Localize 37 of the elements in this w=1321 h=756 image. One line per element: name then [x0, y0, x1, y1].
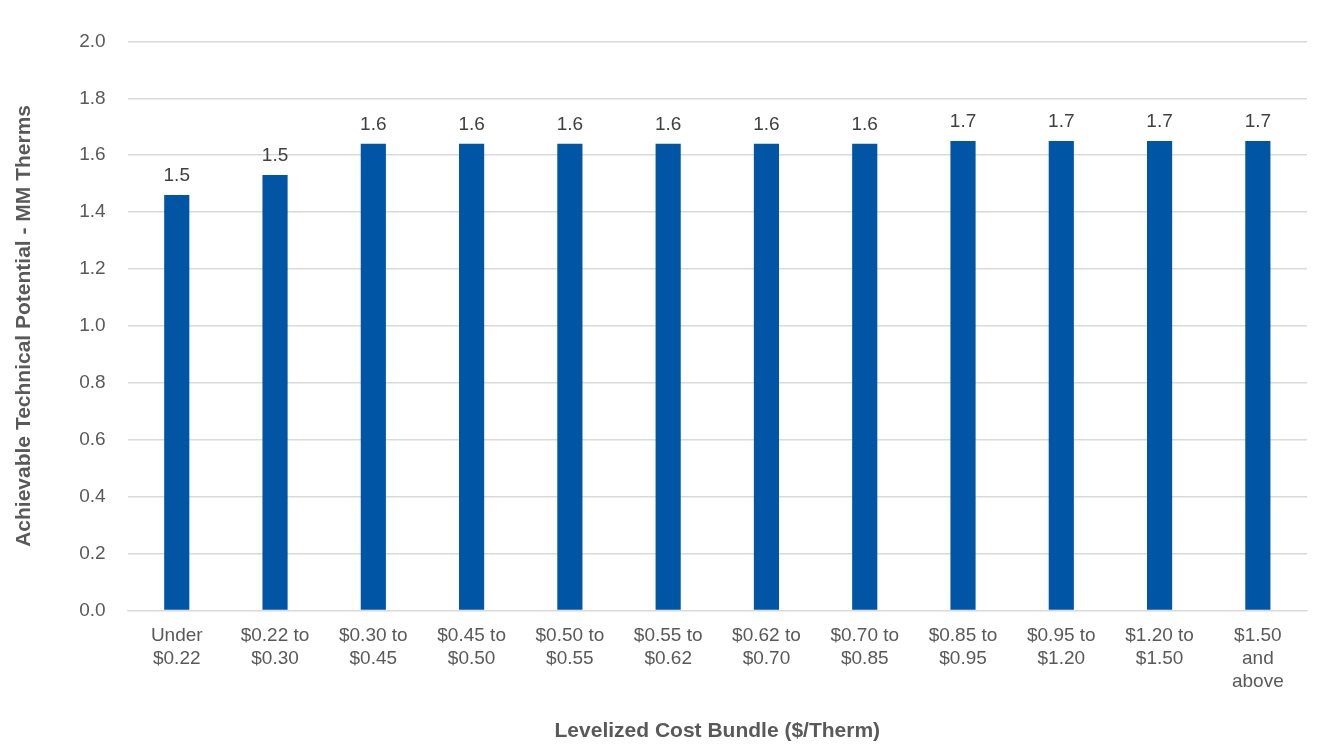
y-tick-label: 0.4 [79, 484, 107, 506]
x-tick-label: $0.30 to $0.45 [338, 624, 408, 668]
x-tick-label: $0.95 to $1.20 [1026, 624, 1096, 668]
data-label: 1.6 [753, 112, 780, 134]
y-tick-label: 0.2 [79, 541, 106, 563]
x-tick-label: $0.85 to $0.95 [928, 624, 998, 668]
y-tick-label: 1.2 [79, 257, 106, 279]
data-label: 1.7 [1244, 109, 1272, 131]
y-tick-label: 1.6 [79, 143, 106, 165]
x-tick-label: $0.50 to $0.55 [535, 624, 605, 668]
y-tick-label: 0.6 [79, 427, 106, 449]
x-tick-label: $0.70 to $0.85 [830, 624, 900, 668]
y-tick-label: 1.0 [79, 314, 106, 336]
data-label: 1.7 [1048, 109, 1075, 131]
data-label: 1.6 [458, 112, 485, 134]
x-tick-label: $0.62 to $0.70 [732, 624, 801, 668]
data-label: 1.5 [163, 163, 190, 185]
x-tick-label: $1.20 to $1.50 [1125, 624, 1194, 668]
y-tick-label: 0.0 [79, 598, 106, 620]
y-axis-title: Achievable Technical Potential - MM Therms [11, 104, 35, 547]
data-label: 1.6 [851, 112, 878, 134]
data-label: 1.6 [654, 112, 682, 134]
data-label: 1.5 [261, 143, 289, 165]
x-tick-label: $0.45 to $0.50 [437, 624, 506, 668]
x-tick-label: $1.50 and above [1231, 624, 1284, 691]
x-axis-title: Levelized Cost Bundle ($/Therm) [554, 718, 881, 742]
x-tick-label: $0.22 to $0.30 [240, 624, 310, 668]
data-label: 1.6 [556, 112, 584, 134]
y-tick-label: 2.0 [79, 29, 106, 51]
y-tick-label: 1.8 [79, 86, 106, 108]
data-label: 1.6 [360, 112, 387, 134]
x-tick-label: $0.55 to $0.62 [633, 624, 703, 668]
y-tick-label: 1.4 [79, 200, 107, 222]
x-tick-label: Under $0.22 [150, 624, 204, 668]
data-label: 1.7 [949, 109, 977, 131]
data-label: 1.7 [1146, 109, 1173, 131]
y-tick-label: 0.8 [79, 371, 106, 393]
